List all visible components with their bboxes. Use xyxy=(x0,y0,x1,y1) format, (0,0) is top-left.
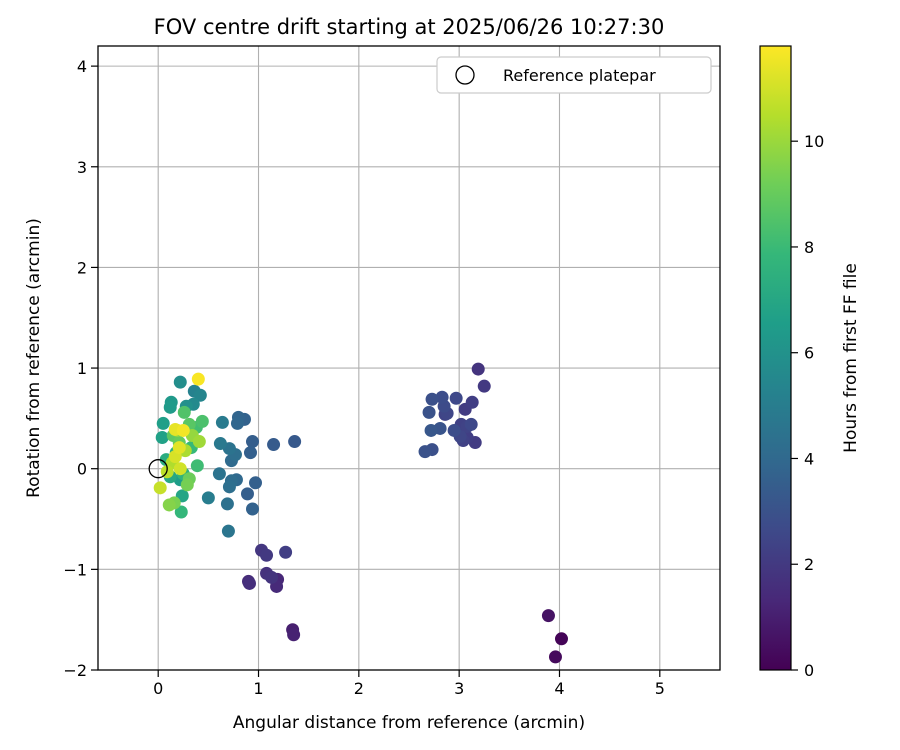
data-point xyxy=(477,379,491,393)
data-point xyxy=(222,480,236,494)
data-point xyxy=(242,576,256,590)
data-point xyxy=(422,405,436,419)
y-axis-label: Rotation from reference (arcmin) xyxy=(24,218,44,498)
data-point xyxy=(212,467,226,481)
legend-label-reference-platepar: Reference platepar xyxy=(503,66,656,85)
data-point xyxy=(213,437,227,451)
reference-platepar-marker xyxy=(148,459,168,479)
y-tick-label: 0 xyxy=(77,460,87,479)
colorbar: 0 2 4 6 8 10 Hours from first FF file xyxy=(759,45,861,680)
y-tick-label: −1 xyxy=(63,560,87,579)
colorbar-ticks: 0 2 4 6 8 10 xyxy=(791,132,824,680)
data-point xyxy=(548,650,562,664)
x-axis-label: Angular distance from reference (arcmin) xyxy=(233,713,585,733)
data-point xyxy=(173,375,187,389)
data-point xyxy=(156,416,170,430)
data-point xyxy=(174,505,188,519)
y-tick-label: 4 xyxy=(77,57,87,76)
data-point xyxy=(449,391,463,405)
y-tick-label: 3 xyxy=(77,158,87,177)
data-point xyxy=(287,628,301,642)
chart-title: FOV centre drift starting at 2025/06/26 … xyxy=(154,15,665,39)
data-point xyxy=(162,498,176,512)
data-point xyxy=(240,487,254,501)
x-tick-label: 4 xyxy=(554,679,564,698)
data-point xyxy=(220,497,234,511)
legend-open-circle-marker xyxy=(455,65,475,85)
data-point xyxy=(245,502,259,516)
data-point xyxy=(201,491,215,505)
data-point xyxy=(195,414,209,428)
plot-frame xyxy=(97,45,721,671)
legend-box xyxy=(436,56,712,94)
data-point xyxy=(243,446,257,460)
colorbar-tick-label: 4 xyxy=(804,449,814,468)
x-tick-label: 1 xyxy=(253,679,263,698)
data-point xyxy=(172,441,186,455)
data-point xyxy=(424,423,438,437)
colorbar-tick-label: 8 xyxy=(804,238,814,257)
data-point xyxy=(279,545,293,559)
data-point xyxy=(447,423,461,437)
data-point xyxy=(190,459,204,473)
data-point xyxy=(176,423,190,437)
data-point xyxy=(163,400,177,414)
data-point xyxy=(180,478,194,492)
y-tick-label: 2 xyxy=(77,258,87,277)
data-point xyxy=(215,415,229,429)
data-point xyxy=(465,395,479,409)
data-point xyxy=(260,548,274,562)
colorbar-tick-label: 6 xyxy=(804,344,814,363)
data-point xyxy=(191,372,205,386)
y-tick-label: −2 xyxy=(63,661,87,680)
colorbar-tick-label: 0 xyxy=(804,661,814,680)
colorbar-label: Hours from first FF file xyxy=(841,263,861,453)
data-point xyxy=(267,438,281,452)
data-point xyxy=(153,481,167,495)
data-point xyxy=(193,388,207,402)
plot-area: 0 1 2 3 4 5 −2 −1 0 1 2 3 4 xyxy=(63,45,721,698)
x-tick-label: 0 xyxy=(153,679,163,698)
legend: Reference platepar xyxy=(436,56,712,94)
data-points xyxy=(153,362,568,664)
data-point xyxy=(173,462,187,476)
data-point xyxy=(418,445,432,459)
data-point xyxy=(245,435,259,449)
data-point xyxy=(192,435,206,449)
data-point xyxy=(425,392,439,406)
data-point xyxy=(230,416,244,430)
x-tick-label: 5 xyxy=(655,679,665,698)
data-point xyxy=(265,570,279,584)
data-point xyxy=(249,476,263,490)
colorbar-gradient xyxy=(759,45,792,671)
data-point xyxy=(177,405,191,419)
data-point xyxy=(464,417,478,431)
y-tick-label: 1 xyxy=(77,359,87,378)
data-point xyxy=(155,431,169,445)
data-point xyxy=(288,435,302,449)
x-axis-ticks: 0 1 2 3 4 5 xyxy=(153,670,665,698)
x-tick-label: 2 xyxy=(354,679,364,698)
y-axis-ticks: −2 −1 0 1 2 3 4 xyxy=(63,57,98,680)
data-point xyxy=(435,390,449,404)
colorbar-tick-label: 2 xyxy=(804,555,814,574)
colorbar-tick-label: 10 xyxy=(804,132,824,151)
plot-background xyxy=(98,46,720,670)
data-point xyxy=(541,609,555,623)
data-point xyxy=(554,632,568,646)
data-point xyxy=(471,362,485,376)
data-point xyxy=(221,524,235,538)
x-tick-label: 3 xyxy=(454,679,464,698)
